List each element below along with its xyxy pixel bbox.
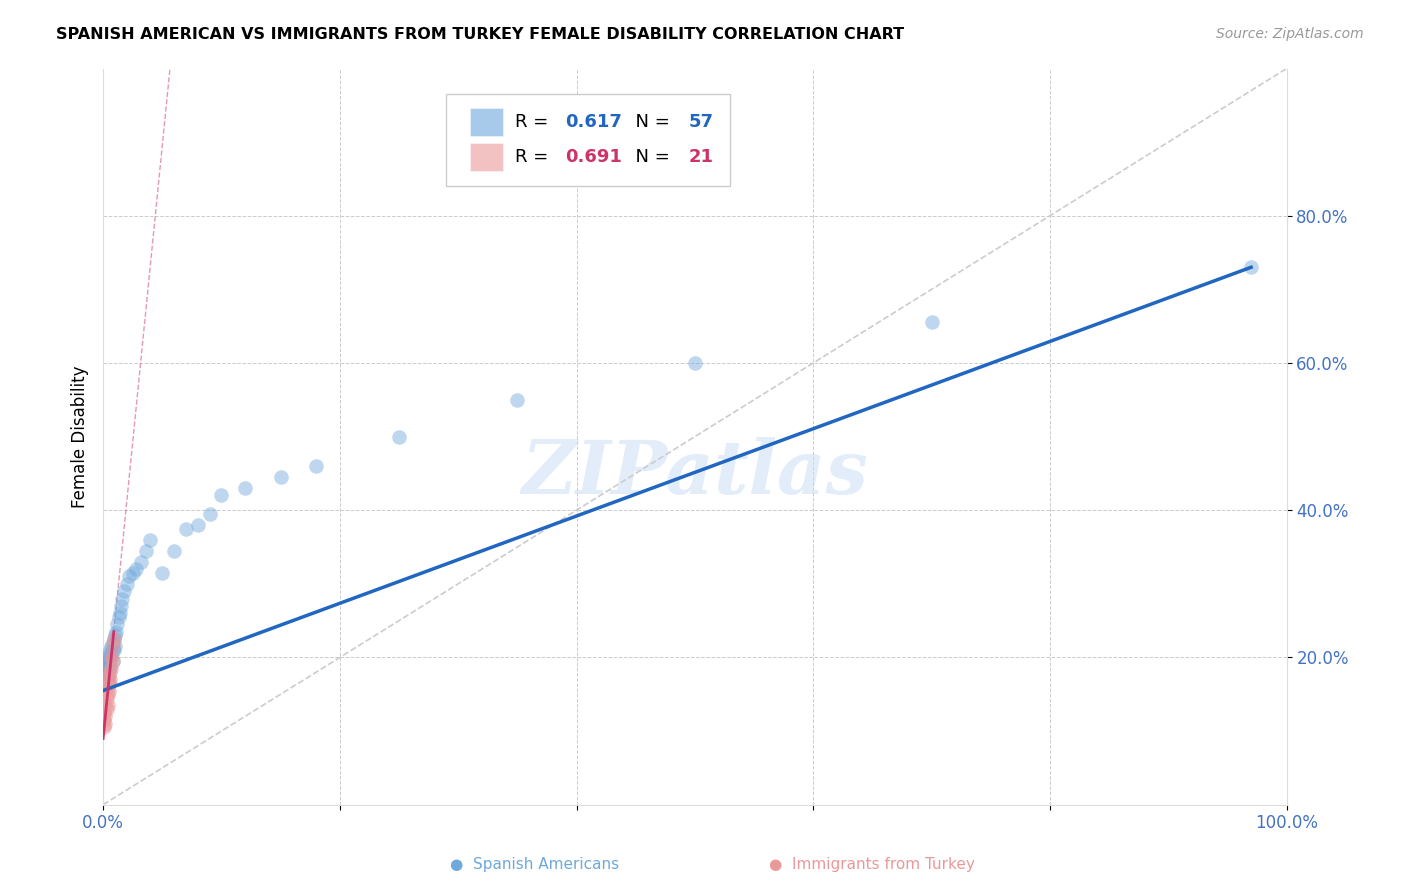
Point: [163, 543, 186, 558]
Point: [921, 316, 943, 330]
Point: [93, 706, 115, 720]
Point: [93, 713, 115, 727]
Point: [105, 624, 128, 639]
Text: ●  Immigrants from Turkey: ● Immigrants from Turkey: [769, 857, 974, 872]
Point: [100, 661, 122, 675]
Point: [98, 676, 121, 690]
Y-axis label: Female Disability: Female Disability: [72, 366, 89, 508]
Point: [98, 647, 121, 661]
Point: [98, 673, 121, 687]
Point: [96, 661, 118, 675]
Point: [114, 584, 136, 599]
Text: 57: 57: [689, 113, 714, 131]
Point: [129, 555, 152, 569]
Text: 0.617: 0.617: [565, 113, 621, 131]
Point: [174, 522, 197, 536]
Point: [93, 669, 115, 683]
Point: [94, 709, 117, 723]
Point: [1240, 260, 1263, 275]
Point: [150, 566, 173, 580]
Point: [98, 683, 121, 698]
FancyBboxPatch shape: [446, 95, 730, 186]
Point: [100, 650, 122, 665]
Text: 21: 21: [689, 148, 714, 166]
Point: [683, 356, 706, 370]
Text: ●  Spanish Americans: ● Spanish Americans: [450, 857, 619, 872]
Point: [97, 698, 120, 713]
Point: [98, 676, 121, 690]
Point: [101, 643, 124, 657]
Point: [96, 676, 118, 690]
Point: [103, 643, 125, 657]
Point: [305, 458, 328, 473]
Point: [103, 632, 125, 646]
Point: [94, 665, 117, 680]
Text: SPANISH AMERICAN VS IMMIGRANTS FROM TURKEY FEMALE DISABILITY CORRELATION CHART: SPANISH AMERICAN VS IMMIGRANTS FROM TURK…: [56, 27, 904, 42]
Point: [111, 591, 134, 606]
Point: [506, 392, 529, 407]
Text: Source: ZipAtlas.com: Source: ZipAtlas.com: [1216, 27, 1364, 41]
Point: [100, 650, 122, 665]
Point: [211, 488, 233, 502]
Point: [100, 640, 122, 654]
Point: [104, 640, 127, 654]
FancyBboxPatch shape: [470, 143, 503, 171]
Point: [93, 661, 115, 675]
Point: [98, 661, 121, 675]
Text: N =: N =: [624, 148, 675, 166]
Point: [98, 661, 121, 675]
Point: [118, 569, 141, 583]
Point: [98, 669, 121, 683]
Point: [97, 650, 120, 665]
Point: [96, 669, 118, 683]
Text: 0.691: 0.691: [565, 148, 621, 166]
Point: [107, 610, 129, 624]
Point: [233, 481, 256, 495]
Point: [110, 599, 132, 613]
Point: [97, 669, 120, 683]
Point: [104, 628, 127, 642]
Point: [98, 650, 121, 665]
Point: [101, 640, 124, 654]
Point: [96, 690, 118, 705]
FancyBboxPatch shape: [470, 108, 503, 136]
Text: R =: R =: [515, 113, 554, 131]
Point: [270, 470, 292, 484]
Point: [97, 657, 120, 672]
Point: [115, 577, 138, 591]
Point: [101, 654, 124, 668]
Point: [105, 617, 128, 632]
Point: [101, 654, 124, 668]
Point: [101, 636, 124, 650]
Point: [388, 429, 411, 443]
Point: [198, 507, 221, 521]
Point: [187, 517, 209, 532]
Point: [96, 657, 118, 672]
Point: [97, 687, 120, 701]
Point: [94, 673, 117, 687]
Point: [103, 632, 125, 646]
Point: [93, 720, 115, 734]
Point: [121, 566, 143, 580]
Point: [125, 562, 148, 576]
Point: [98, 665, 121, 680]
Point: [97, 680, 120, 694]
Point: [98, 643, 121, 657]
Point: [135, 543, 157, 558]
Text: R =: R =: [515, 148, 554, 166]
Point: [94, 698, 117, 713]
Text: N =: N =: [624, 113, 675, 131]
Point: [139, 533, 162, 547]
Point: [108, 607, 131, 621]
Text: ZIPatlas: ZIPatlas: [522, 437, 869, 509]
Point: [93, 676, 115, 690]
Point: [94, 654, 117, 668]
Point: [94, 716, 117, 731]
Point: [98, 654, 121, 668]
Point: [96, 702, 118, 716]
